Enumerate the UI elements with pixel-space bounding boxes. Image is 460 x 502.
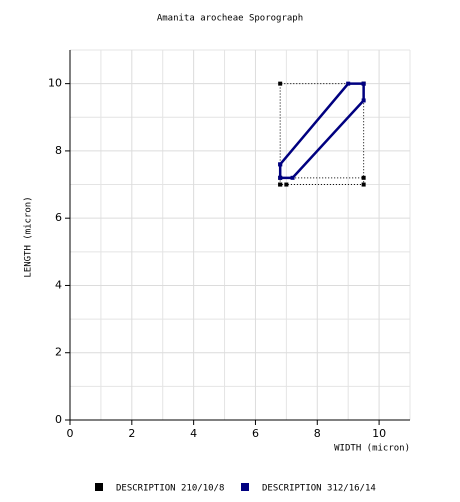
point (284, 182, 289, 187)
point (346, 81, 351, 86)
x-tick-label: 0 (67, 427, 74, 440)
legend-label: DESCRIPTION 312/16/14 (262, 484, 376, 494)
y-tick-label: 0 (55, 413, 62, 426)
y-tick-label: 2 (55, 346, 62, 359)
y-tick-label: 10 (48, 77, 62, 90)
point (278, 162, 283, 167)
x-tick-label: 10 (372, 427, 386, 440)
point (278, 81, 283, 86)
y-tick-label: 6 (55, 211, 62, 224)
point (361, 175, 366, 180)
x-axis-title: WIDTH (micron) (334, 444, 410, 454)
point (361, 81, 366, 86)
series-line (279, 83, 365, 186)
x-tick-label: 2 (128, 427, 135, 440)
point (361, 182, 366, 187)
legend-swatch (241, 483, 249, 491)
y-tick-label: 4 (55, 278, 62, 291)
point (278, 175, 283, 180)
series-line (278, 82, 365, 180)
y-axis-title: LENGTH (micron) (24, 196, 34, 277)
point (361, 98, 366, 103)
legend-label: DESCRIPTION 210/10/8 (116, 484, 224, 494)
point (278, 182, 283, 187)
x-tick-label: 8 (314, 427, 321, 440)
x-tick-label: 6 (252, 427, 259, 440)
legend-swatch (95, 483, 103, 491)
y-tick-label: 8 (55, 144, 62, 157)
point (290, 175, 295, 180)
chart-title: Amanita arocheae Sporograph (157, 14, 303, 24)
x-tick-label: 4 (190, 427, 197, 440)
